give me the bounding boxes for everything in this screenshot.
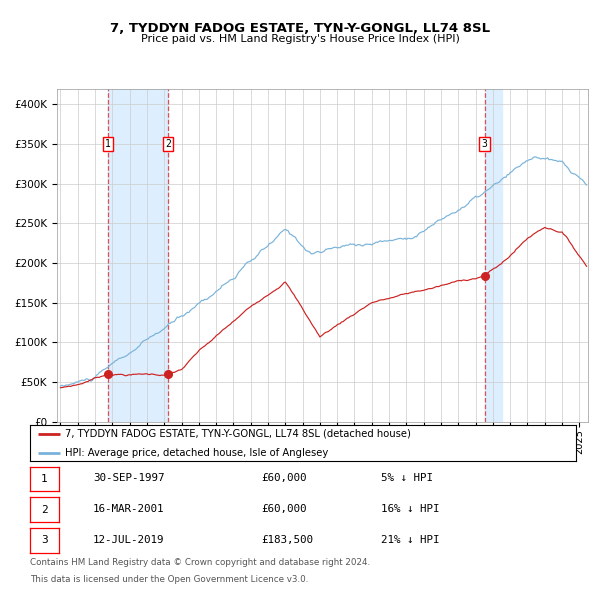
Text: Contains HM Land Registry data © Crown copyright and database right 2024.: Contains HM Land Registry data © Crown c… bbox=[30, 558, 370, 567]
Text: 7, TYDDYN FADOG ESTATE, TYN-Y-GONGL, LL74 8SL: 7, TYDDYN FADOG ESTATE, TYN-Y-GONGL, LL7… bbox=[110, 22, 490, 35]
Text: 7, TYDDYN FADOG ESTATE, TYN-Y-GONGL, LL74 8SL (detached house): 7, TYDDYN FADOG ESTATE, TYN-Y-GONGL, LL7… bbox=[65, 429, 412, 439]
Text: 16-MAR-2001: 16-MAR-2001 bbox=[93, 504, 164, 514]
Text: 30-SEP-1997: 30-SEP-1997 bbox=[93, 474, 164, 483]
Text: Price paid vs. HM Land Registry's House Price Index (HPI): Price paid vs. HM Land Registry's House … bbox=[140, 34, 460, 44]
Text: 1: 1 bbox=[105, 139, 111, 149]
Text: HPI: Average price, detached house, Isle of Anglesey: HPI: Average price, detached house, Isle… bbox=[65, 448, 329, 458]
Text: 3: 3 bbox=[41, 536, 48, 545]
Bar bbox=[485, 88, 502, 422]
Text: 2: 2 bbox=[41, 505, 48, 514]
Text: 21% ↓ HPI: 21% ↓ HPI bbox=[381, 535, 439, 545]
Text: This data is licensed under the Open Government Licence v3.0.: This data is licensed under the Open Gov… bbox=[30, 575, 308, 584]
Text: 16% ↓ HPI: 16% ↓ HPI bbox=[381, 504, 439, 514]
Text: 5% ↓ HPI: 5% ↓ HPI bbox=[381, 474, 433, 483]
Text: £60,000: £60,000 bbox=[261, 474, 307, 483]
Text: £183,500: £183,500 bbox=[261, 535, 313, 545]
Text: 1: 1 bbox=[41, 474, 48, 484]
Bar bbox=[108, 88, 168, 422]
Text: £60,000: £60,000 bbox=[261, 504, 307, 514]
Text: 2: 2 bbox=[165, 139, 171, 149]
Text: 12-JUL-2019: 12-JUL-2019 bbox=[93, 535, 164, 545]
Text: 3: 3 bbox=[482, 139, 488, 149]
